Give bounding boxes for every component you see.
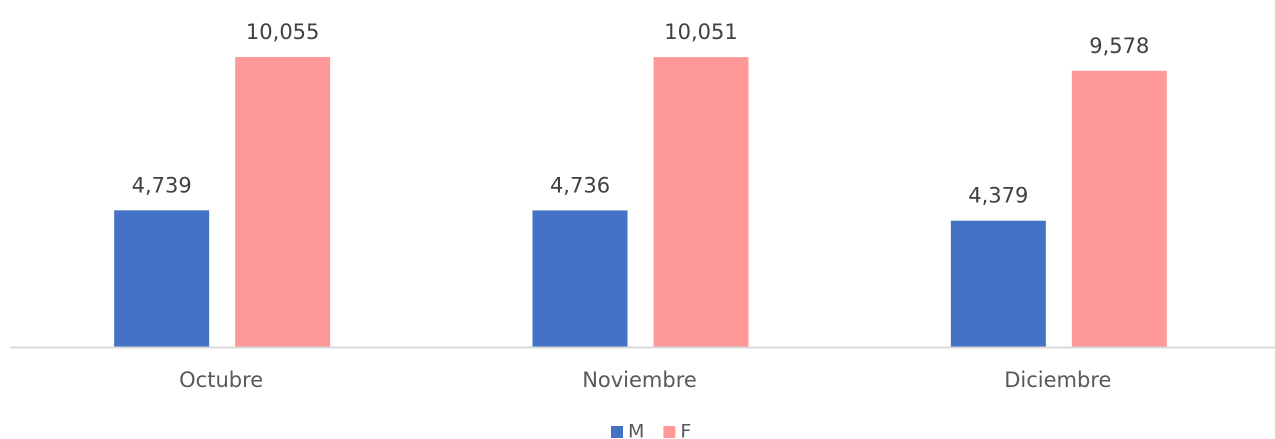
bar <box>950 220 1046 347</box>
x-tick-label: Diciembre <box>1004 368 1111 392</box>
legend-swatch <box>611 426 623 438</box>
legend-swatch <box>663 426 676 438</box>
bar <box>532 210 628 347</box>
data-label: 9,578 <box>1089 34 1149 58</box>
data-label: 4,379 <box>968 184 1028 208</box>
bar <box>235 57 331 347</box>
data-label: 4,739 <box>132 173 192 197</box>
data-label: 4,736 <box>550 173 610 197</box>
legend-label: M <box>628 421 644 439</box>
data-label: 10,051 <box>664 20 737 44</box>
bar <box>653 57 749 348</box>
x-tick-label: Noviembre <box>582 368 697 392</box>
x-tick-label: Octubre <box>179 368 263 392</box>
legend-label: F <box>680 421 691 439</box>
bar <box>114 210 210 347</box>
bar <box>1071 70 1167 348</box>
data-label: 10,055 <box>246 20 319 44</box>
